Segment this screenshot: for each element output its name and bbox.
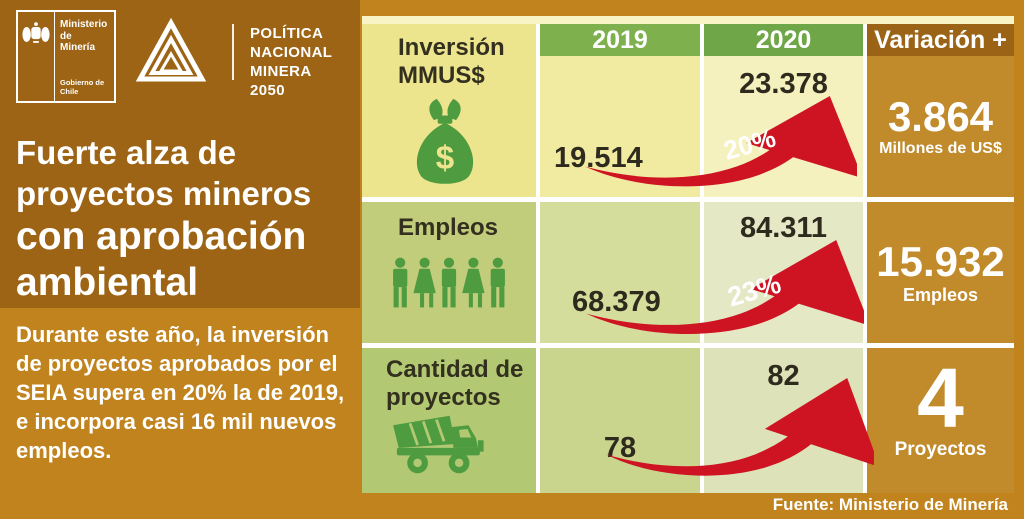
policy-line: 2050 [250,82,285,99]
value-cell-2019-inversion: 19.514 [540,56,700,197]
policy-line: NACIONAL [250,44,333,61]
value-2019-empleos: 68.379 [572,286,661,318]
title-line-1: Fuerte alza de [16,134,237,171]
left-panel: Ministerio de Minería Gobierno de Chile … [0,0,360,308]
column-header-2019: 2019 [540,24,700,56]
policy-triangle-logo-icon [136,18,206,86]
logo-divider [232,24,234,80]
variation-value-empleos: 15.932 [876,237,1005,285]
money-bag-icon: $ [408,98,482,190]
value-2019-inversion: 19.514 [554,142,643,174]
variation-value-proyectos: 4 [917,351,964,445]
variation-value-inversion: 3.864 [887,92,994,140]
row-label-empleos: Empleos [398,214,499,241]
row-label-proyectos: Cantidad de proyectos [386,356,524,411]
ministry-name: Ministerio de Minería [60,19,114,54]
workers-icon [388,254,510,312]
value-2020-inversion: 23.378 [739,68,828,100]
government-of-chile-label: Gobierno de Chile [60,78,105,96]
variation-unit-inversion: Millones de US$ [879,139,1002,157]
increase-arrow-empleos: 23% [586,240,864,335]
value-cell-2019-empleos: 68.379 [540,202,700,343]
ministry-name-line1: Ministerio de [60,19,108,42]
title-line-3: con aprobación [16,215,307,258]
variation-cell-proyectos: 4 Proyectos [867,348,1014,493]
column-header-2020: 2020 [704,24,863,56]
row-label-cell-proyectos: Cantidad de proyectos [362,348,536,493]
value-2020-proyectos: 82 [767,360,800,392]
svg-text:$: $ [436,140,454,177]
dump-truck-icon [388,412,500,478]
page-title: Fuerte alza de proyectos mineros con apr… [16,132,356,306]
value-2020-empleos: 84.311 [739,212,828,244]
variation-unit-empleos: Empleos [902,284,979,305]
column-header-variation: Variación + [867,24,1014,56]
policy-line: MINERA [250,63,312,80]
government-logo: Ministerio de Minería Gobierno de Chile [16,10,116,103]
summary-paragraph: Durante este año, la inversión de proyec… [16,322,345,463]
increase-arrow-proyectos [606,378,874,476]
table-top-strip [362,16,1014,24]
row-label-cell-inversion: Inversión MMUS$ $ [362,24,536,197]
variation-cell-inversion: 3.864 Millones de US$ [867,56,1014,197]
ministry-text-block: Ministerio de Minería Gobierno de Chile [55,12,114,101]
row-label-cell-empleos: Empleos [362,202,536,343]
source-note: Fuente: Ministerio de Minería [772,495,1008,514]
row-label-inversion: Inversión MMUS$ [398,34,505,89]
policy-title: POLÍTICA NACIONAL MINERA 2050 [250,24,332,100]
variation-unit-proyectos: Proyectos [894,439,987,460]
policy-line: POLÍTICA [250,25,324,42]
variation-cell-empleos: 15.932 Empleos [867,202,1014,343]
increase-arrow-inversion: 20% [585,96,857,187]
ministry-name-line2: Minería [60,42,96,53]
title-line-2: proyectos mineros [16,175,312,212]
title-line-4: ambiental [16,261,199,304]
coat-of-arms-icon [18,12,55,101]
